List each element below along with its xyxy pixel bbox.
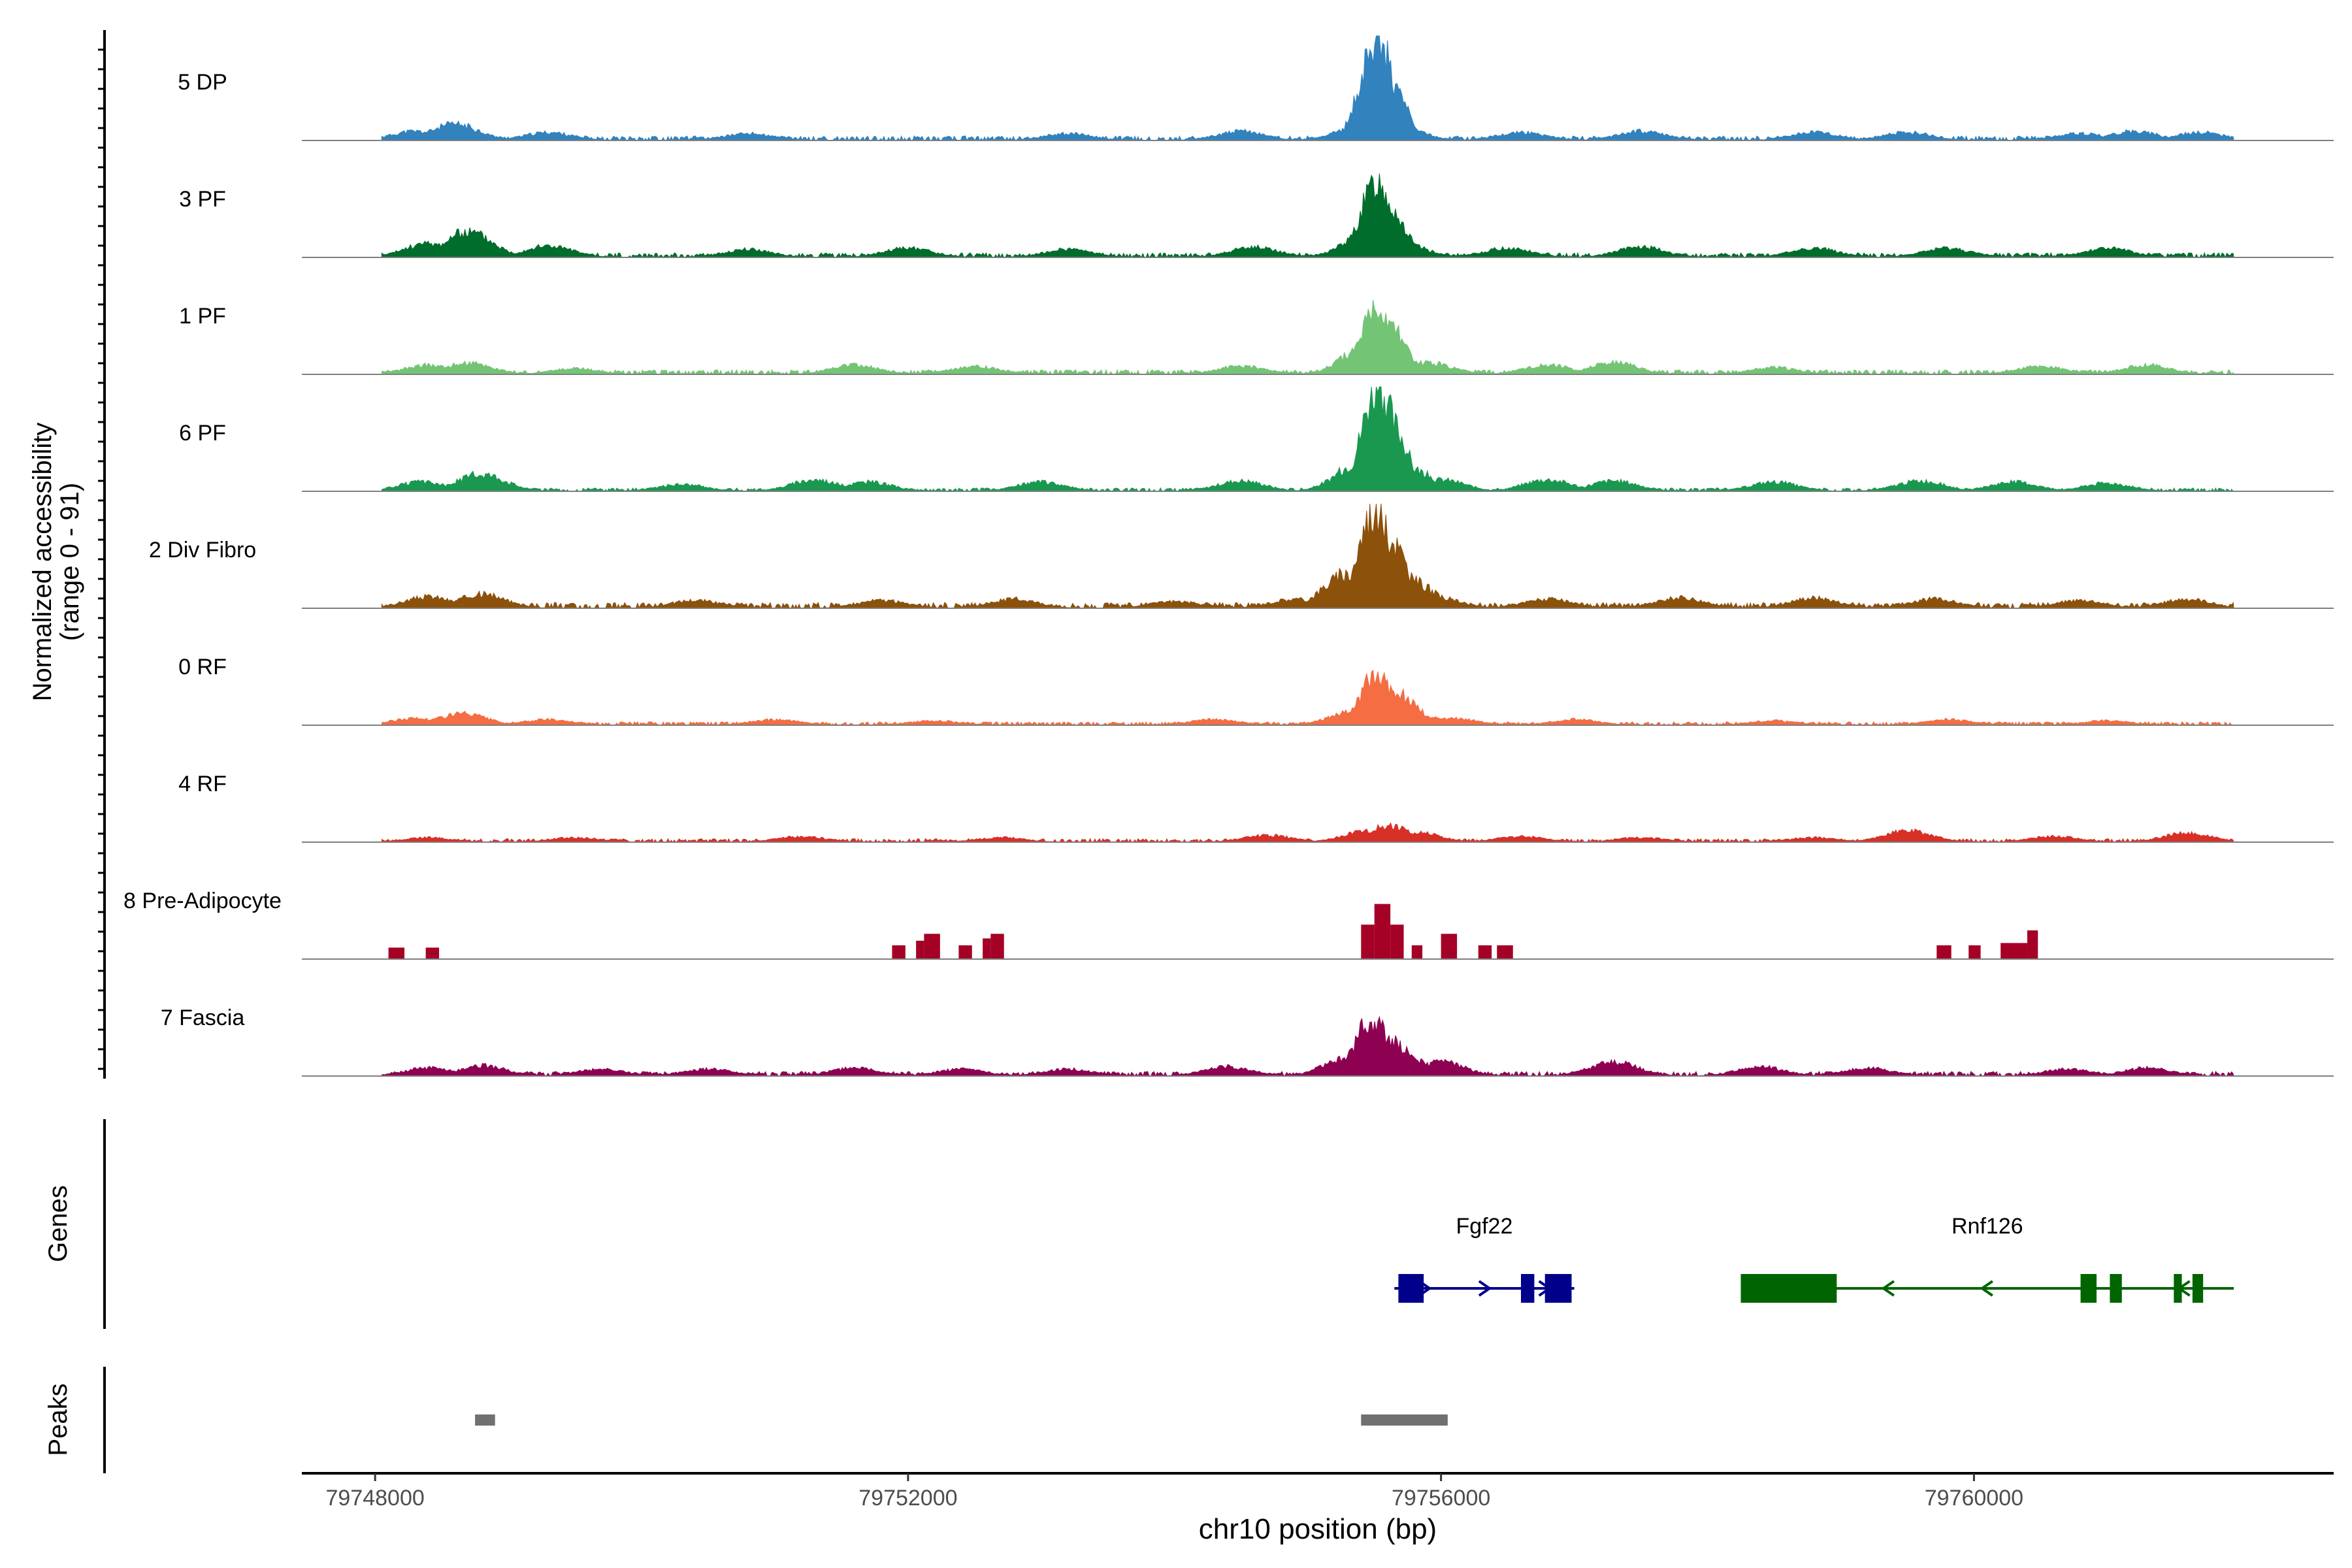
track-label: 5 DP [178,70,227,95]
coverage-area [381,1015,2234,1077]
gene-exon [2192,1274,2204,1303]
gene-exon [1398,1274,1424,1303]
x-tick-label: 79752000 [858,1486,957,1511]
coverage-area [381,503,2234,610]
x-axis-label: chr10 position (bp) [1199,1513,1437,1545]
track-1-pf: 1 PF [179,299,2334,376]
gene-label: Rnf126 [1952,1214,2023,1239]
coverage-area [381,35,2234,142]
coverage-area [381,669,2234,727]
coverage-bar [1936,945,1952,959]
gene-exon [2110,1274,2122,1303]
coverage-bar [1478,945,1492,959]
coverage-bar [1411,945,1423,959]
coverage-bar [1374,904,1391,959]
coverage-y-ticks [98,48,105,1070]
x-tick-label: 79756000 [1392,1486,1490,1511]
gene-exon [2080,1274,2097,1303]
strand-arrow-icon [1881,1280,1895,1297]
coverage-bar [425,947,440,959]
peak-intervals [475,1414,1448,1426]
x-ticks: 79748000 79752000 79756000 79760000 [326,1473,2023,1511]
coverage-area [381,822,2234,843]
track-label: 1 PF [179,304,226,329]
peak-interval [1361,1414,1448,1426]
gene-exon [1740,1274,1837,1303]
coverage-bar [983,938,991,959]
track-label: 8 Pre-Adipocyte [123,889,282,913]
coverage-bar [2027,930,2038,959]
coverage-bar [1441,934,1458,959]
y-axis-range-label: (range 0 - 91) [56,483,84,641]
track-label: 4 RF [178,772,227,796]
gene-rnf126: Rnf126 [1740,1214,2234,1303]
coverage-bar [990,934,1004,959]
coverage-bar [924,934,940,959]
track-label: 6 PF [179,421,226,446]
genes-panel: Genes Fgf22 Rnf126 [44,1119,2234,1329]
track-3-pf: 3 PF [179,173,2334,259]
track-0-rf: 0 RF [178,655,2334,727]
track-label: 7 Fascia [161,1005,245,1030]
track-6-pf: 6 PF [179,386,2334,493]
x-tick-label: 79760000 [1925,1486,2023,1511]
coverage-bar [388,947,405,959]
y-axis-label: Normalized accessibility [28,423,57,702]
peak-interval [475,1414,495,1426]
gene-fgf22: Fgf22 [1394,1214,1575,1303]
coverage-area [381,299,2234,376]
strand-arrow-icon [1478,1280,1492,1297]
strand-arrow-icon [1980,1280,1993,1297]
coverage-bar [1390,924,1404,959]
gene-label: Fgf22 [1456,1214,1512,1239]
coverage-bar [916,940,924,959]
coverage-bar [1361,924,1375,959]
x-tick-label: 79748000 [326,1486,425,1511]
coverage-bar [2001,943,2027,959]
peaks-panel: Peaks [44,1367,1448,1473]
coverage-bar [892,945,906,959]
gene-exon [1544,1274,1572,1303]
coverage-area [381,173,2234,259]
track-label: 2 Div Fibro [149,538,256,563]
track-5-dp: 5 DP [178,35,2334,142]
track-8-pre-adipocyte: 8 Pre-Adipocyte [123,889,2334,960]
coverage-area [381,386,2234,493]
coverage-panel: 5 DP 3 PF 1 PF 6 PF 2 Div Fibro 0 RF 4 RF 8 Pre… [28,30,2334,1079]
gene-exon [1521,1274,1535,1303]
coverage-bar [1968,945,1981,959]
track-7-fascia: 7 Fascia [161,1005,2334,1077]
track-2-div-fibro: 2 Div Fibro [149,503,2334,610]
coverage-tracks: 5 DP 3 PF 1 PF 6 PF 2 Div Fibro 0 RF 4 RF 8 Pre… [123,35,2334,1077]
coverage-bar [958,945,972,959]
track-label: 0 RF [178,655,227,679]
genes-panel-label: Genes [44,1185,73,1262]
gene-exon [2174,1274,2182,1303]
x-axis: 79748000 79752000 79756000 79760000 chr10 p… [302,1472,2334,1545]
gene-models: Fgf22 Rnf126 [1394,1214,2234,1303]
track-label: 3 PF [179,187,226,212]
coverage-bar [1497,945,1513,959]
peaks-panel-label: Peaks [44,1383,73,1456]
track-4-rf: 4 RF [178,772,2334,843]
